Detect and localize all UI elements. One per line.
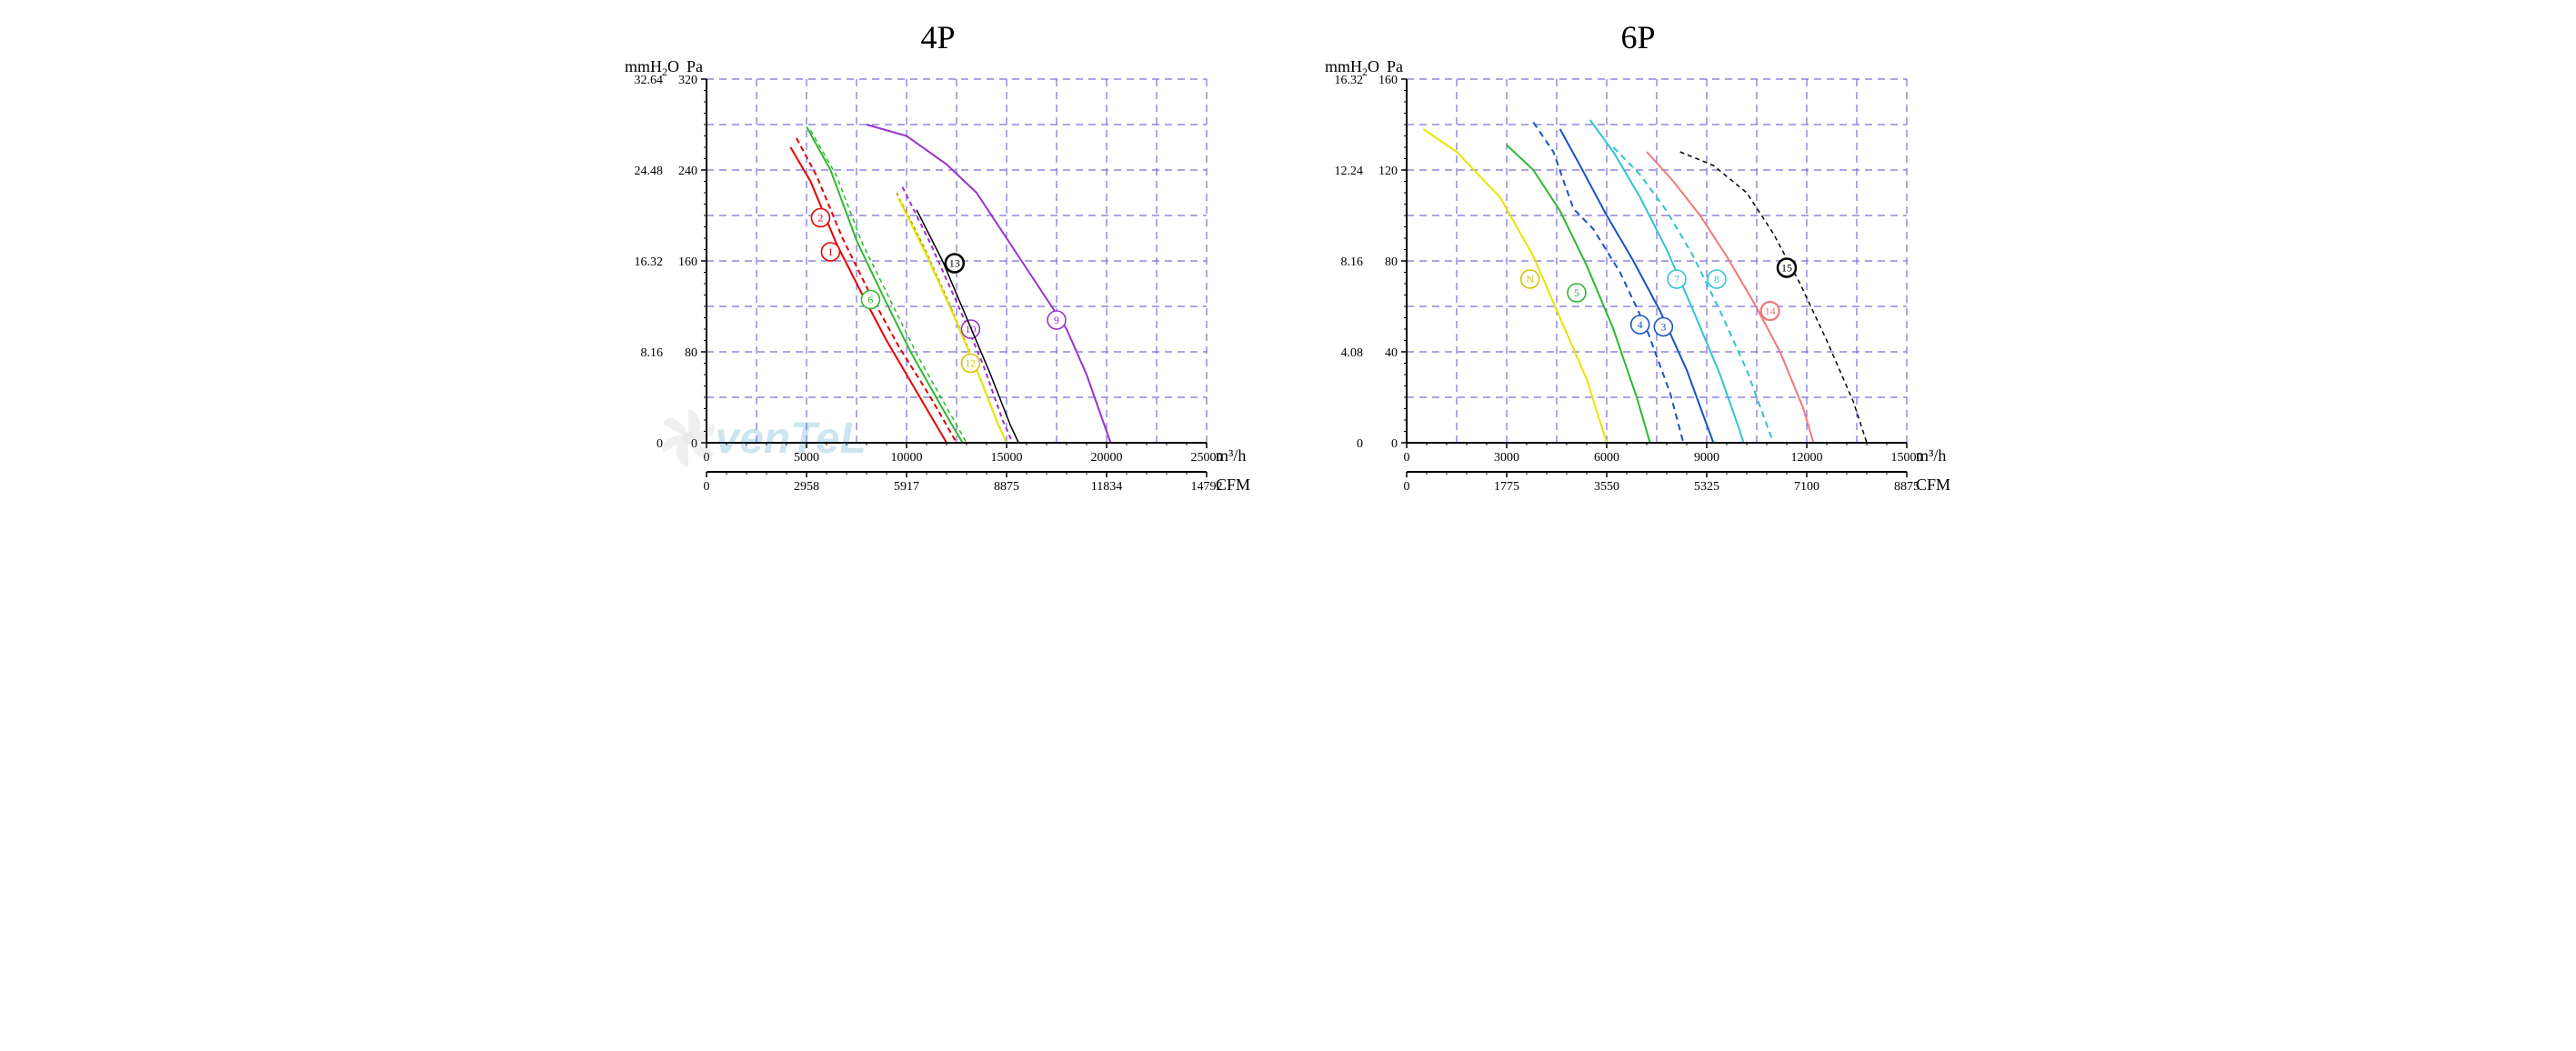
svg-text:3550: 3550 bbox=[1594, 480, 1619, 494]
svg-text:5: 5 bbox=[1574, 286, 1579, 299]
svg-text:CFM: CFM bbox=[1216, 475, 1250, 494]
svg-text:11834: 11834 bbox=[1090, 480, 1121, 494]
svg-text:8: 8 bbox=[1714, 273, 1719, 285]
svg-text:320: 320 bbox=[678, 74, 697, 87]
svg-text:14: 14 bbox=[1764, 305, 1775, 317]
svg-text:5917: 5917 bbox=[894, 480, 919, 494]
svg-text:8.16: 8.16 bbox=[640, 346, 663, 360]
svg-text:CFM: CFM bbox=[1916, 475, 1950, 494]
svg-text:120: 120 bbox=[1378, 165, 1398, 178]
svg-text:0: 0 bbox=[703, 451, 709, 465]
svg-text:2: 2 bbox=[817, 212, 823, 225]
svg-text:16.32: 16.32 bbox=[1334, 74, 1363, 87]
svg-text:5325: 5325 bbox=[1694, 480, 1719, 494]
svg-text:16.32: 16.32 bbox=[634, 255, 663, 269]
svg-text:0: 0 bbox=[1403, 451, 1409, 465]
svg-text:13: 13 bbox=[948, 257, 959, 270]
svg-text:m³/h: m³/h bbox=[1916, 446, 1946, 465]
svg-text:0: 0 bbox=[1403, 480, 1409, 494]
svg-text:15: 15 bbox=[1781, 262, 1792, 275]
svg-text:12: 12 bbox=[965, 357, 976, 370]
svg-text:6: 6 bbox=[867, 294, 873, 306]
svg-text:9000: 9000 bbox=[1694, 451, 1719, 465]
svg-text:240: 240 bbox=[678, 165, 697, 178]
svg-text:3000: 3000 bbox=[1494, 451, 1519, 465]
svg-text:0: 0 bbox=[1357, 437, 1363, 451]
svg-text:0: 0 bbox=[703, 480, 709, 494]
svg-text:8875: 8875 bbox=[994, 480, 1019, 494]
svg-text:80: 80 bbox=[685, 346, 697, 360]
svg-text:4.08: 4.08 bbox=[1340, 346, 1363, 360]
svg-text:32.64: 32.64 bbox=[634, 74, 663, 87]
chart-6p-svg: N54378141500404.08808.1612012.2416016.32… bbox=[1307, 61, 1970, 515]
svg-text:0: 0 bbox=[1391, 437, 1398, 451]
svg-text:12000: 12000 bbox=[1790, 451, 1822, 465]
svg-text:m³/h: m³/h bbox=[1216, 446, 1246, 465]
svg-text:0: 0 bbox=[691, 437, 697, 451]
svg-text:2958: 2958 bbox=[794, 480, 819, 494]
svg-text:Pa: Pa bbox=[1387, 61, 1403, 75]
chart-4p-title: 4P bbox=[606, 18, 1270, 56]
chart-4p-wrapper: 4P 126121013900808.1616016.3224024.48320… bbox=[606, 18, 1270, 520]
svg-text:12.24: 12.24 bbox=[1334, 165, 1363, 178]
svg-text:1: 1 bbox=[827, 245, 833, 258]
svg-text:4: 4 bbox=[1637, 318, 1642, 331]
chart-6p-title: 6P bbox=[1307, 18, 1970, 56]
svg-text:10: 10 bbox=[965, 323, 976, 335]
svg-text:6000: 6000 bbox=[1594, 451, 1619, 465]
svg-text:20000: 20000 bbox=[1090, 451, 1122, 465]
svg-text:80: 80 bbox=[1385, 255, 1398, 269]
svg-text:160: 160 bbox=[1378, 74, 1398, 87]
svg-text:24.48: 24.48 bbox=[634, 165, 663, 178]
svg-text:10000: 10000 bbox=[890, 451, 922, 465]
svg-text:3: 3 bbox=[1660, 321, 1666, 334]
chart-4p-svg: 126121013900808.1616016.3224024.4832032.… bbox=[606, 61, 1270, 515]
svg-text:40: 40 bbox=[1385, 346, 1398, 360]
svg-text:7100: 7100 bbox=[1794, 480, 1819, 494]
chart-6p-wrapper: 6P N54378141500404.08808.1612012.2416016… bbox=[1307, 18, 1970, 520]
svg-text:9: 9 bbox=[1054, 314, 1059, 326]
svg-text:7: 7 bbox=[1674, 273, 1679, 285]
charts-container: 4P 126121013900808.1616016.3224024.48320… bbox=[18, 18, 2558, 520]
svg-text:5000: 5000 bbox=[794, 451, 819, 465]
svg-text:8.16: 8.16 bbox=[1340, 255, 1363, 269]
svg-text:1775: 1775 bbox=[1494, 480, 1519, 494]
svg-text:0: 0 bbox=[657, 437, 663, 451]
svg-text:160: 160 bbox=[678, 255, 697, 269]
svg-text:Pa: Pa bbox=[687, 61, 703, 75]
svg-text:15000: 15000 bbox=[990, 451, 1022, 465]
svg-text:N: N bbox=[1526, 273, 1534, 285]
